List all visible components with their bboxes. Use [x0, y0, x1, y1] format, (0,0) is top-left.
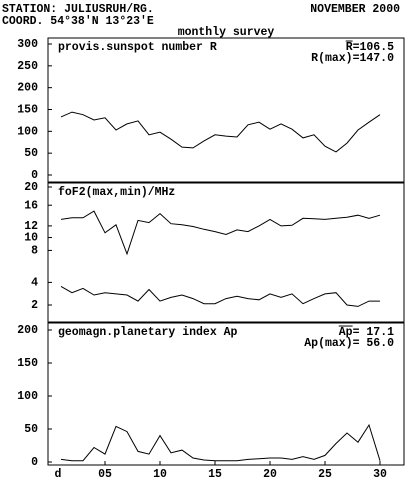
annotation: R(max)=147.0 — [311, 52, 394, 65]
panel-frame — [47, 322, 405, 466]
x-tick-label: 05 — [98, 468, 112, 480]
y-tick-label: 2 — [31, 299, 38, 312]
annotation: R=106.5 — [346, 41, 394, 54]
panel-title: provis.sunspot number R — [58, 41, 217, 54]
coord: COORD. 54°38'N 13°23'E — [2, 15, 154, 28]
annotation: Ap(max)= 56.0 — [304, 337, 394, 350]
y-tick-label: 50 — [24, 147, 38, 160]
x-axis-label: d — [55, 468, 62, 480]
date: NOVEMBER 2000 — [310, 3, 400, 16]
data-line — [60, 423, 381, 462]
y-tick-label: 150 — [17, 104, 38, 117]
panel-title: foF2(max,min)/MHz — [58, 186, 175, 199]
y-tick-label: 150 — [17, 357, 38, 370]
y-tick-label: 20 — [24, 181, 38, 194]
data-line — [60, 111, 381, 153]
x-tick-label: 30 — [373, 468, 387, 480]
y-tick-label: 0 — [31, 169, 38, 182]
y-tick-label: 200 — [17, 324, 38, 337]
y-tick-label: 50 — [24, 423, 38, 436]
y-tick-label: 200 — [17, 82, 38, 95]
annotation: Ap= 17.1 — [339, 326, 394, 339]
data-line — [60, 285, 380, 307]
y-tick-label: 250 — [17, 60, 38, 73]
y-tick-label: 8 — [31, 244, 38, 257]
y-tick-label: 100 — [17, 390, 38, 403]
y-tick-label: 10 — [24, 232, 38, 245]
x-tick-label: 10 — [153, 468, 167, 480]
x-tick-label: 20 — [263, 468, 277, 480]
panel-frame — [47, 182, 405, 323]
y-tick-label: 100 — [17, 125, 38, 138]
y-tick-label: 12 — [24, 220, 38, 233]
subtitle: monthly survey — [178, 26, 275, 39]
y-tick-label: 16 — [24, 199, 38, 212]
x-tick-label: 15 — [208, 468, 222, 480]
x-tick-label: 25 — [318, 468, 332, 480]
panel-title: geomagn.planetary index Ap — [58, 326, 238, 339]
station: STATION: JULIUSRUH/RG. — [2, 3, 154, 16]
y-tick-label: 4 — [31, 276, 38, 289]
data-line — [60, 210, 381, 256]
y-tick-label: 300 — [17, 38, 38, 51]
y-tick-label: 0 — [31, 456, 38, 469]
